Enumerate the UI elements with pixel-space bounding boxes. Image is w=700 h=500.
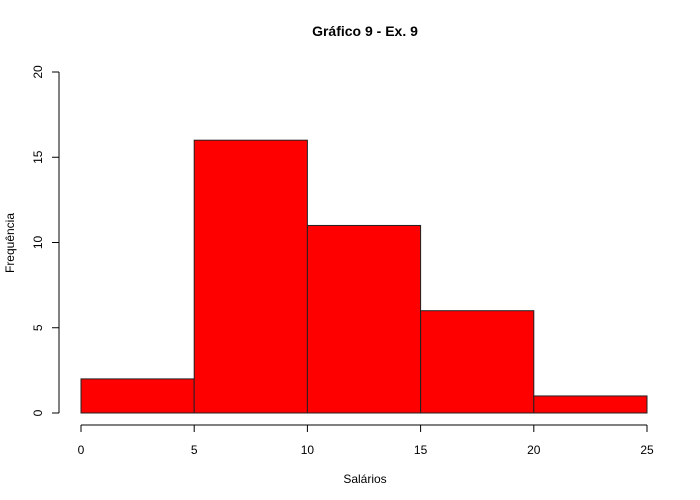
x-tick-label: 10 bbox=[301, 443, 315, 457]
histogram-bar bbox=[80, 378, 195, 414]
bars-group bbox=[80, 139, 648, 414]
y-axis-label: Frequência bbox=[3, 213, 17, 273]
histogram-bar bbox=[533, 395, 648, 414]
y-tick-label: 0 bbox=[31, 409, 45, 416]
histogram-bar bbox=[420, 310, 535, 414]
y-axis: 0 5 10 15 20 bbox=[31, 65, 60, 416]
y-tick-label: 5 bbox=[31, 324, 45, 331]
histogram-bar bbox=[193, 139, 308, 414]
x-tick-label: 5 bbox=[191, 443, 198, 457]
x-axis: 0 5 10 15 20 25 bbox=[78, 424, 654, 457]
y-tick-label: 10 bbox=[31, 236, 45, 250]
x-tick-label: 15 bbox=[414, 443, 428, 457]
y-tick-label: 20 bbox=[31, 65, 45, 79]
x-tick-label: 0 bbox=[78, 443, 85, 457]
chart-title: Gráfico 9 - Ex. 9 bbox=[312, 23, 418, 39]
x-tick-label: 20 bbox=[527, 443, 541, 457]
histogram-bar bbox=[306, 224, 422, 414]
x-axis-label: Salários bbox=[343, 472, 386, 486]
y-tick-label: 15 bbox=[31, 150, 45, 164]
x-tick-label: 25 bbox=[640, 443, 654, 457]
